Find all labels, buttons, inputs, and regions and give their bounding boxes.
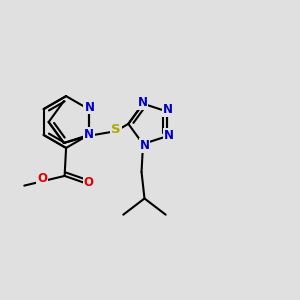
Text: S: S: [111, 123, 121, 136]
Text: O: O: [84, 176, 94, 189]
Text: N: N: [163, 103, 172, 116]
Text: N: N: [84, 100, 94, 113]
Text: O: O: [37, 172, 47, 185]
Text: N: N: [164, 129, 174, 142]
Text: N: N: [140, 139, 149, 152]
Text: N: N: [84, 128, 94, 141]
Text: N: N: [137, 96, 147, 109]
